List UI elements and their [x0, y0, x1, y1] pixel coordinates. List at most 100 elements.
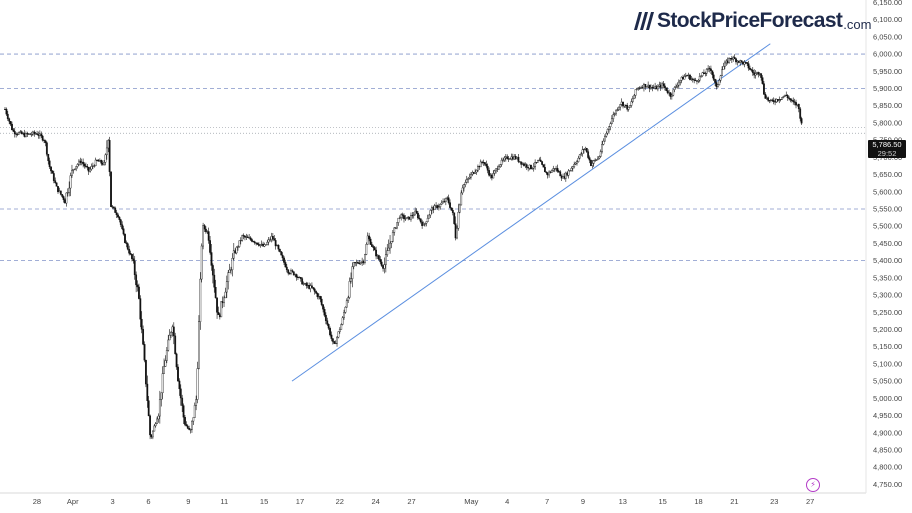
- candle-body: [237, 246, 239, 248]
- candle-body: [269, 239, 271, 241]
- candle-body: [198, 321, 200, 369]
- candle-body: [602, 140, 605, 145]
- candle-body: [698, 76, 701, 81]
- candle-body: [79, 160, 82, 163]
- candle-body: [146, 383, 149, 401]
- candle: [182, 403, 185, 425]
- candle: [497, 164, 500, 170]
- candle-body: [496, 168, 499, 170]
- candle-body: [592, 160, 595, 164]
- candle-body: [366, 235, 369, 245]
- candle-body: [719, 75, 722, 81]
- candle: [167, 334, 170, 352]
- candle: [733, 54, 736, 60]
- candle-body: [140, 318, 143, 330]
- candle-body: [686, 75, 689, 77]
- candle-body: [390, 241, 393, 244]
- candle-body: [308, 285, 311, 289]
- candle: [90, 163, 93, 171]
- candle-body: [573, 164, 576, 168]
- candle-body: [153, 425, 156, 432]
- candle: [792, 97, 795, 105]
- candle: [657, 84, 659, 92]
- candle-body: [680, 76, 683, 81]
- candle-body: [295, 274, 298, 278]
- candle-body: [422, 224, 425, 226]
- candle-body: [668, 92, 670, 94]
- candle-body: [710, 68, 712, 71]
- candle-body: [241, 235, 244, 241]
- candle: [313, 287, 316, 295]
- candle-body: [230, 269, 232, 271]
- candle: [185, 421, 188, 427]
- candle: [679, 79, 682, 86]
- candle-body: [421, 221, 424, 226]
- candle: [541, 160, 544, 166]
- candle-body: [460, 192, 463, 206]
- candle-body: [341, 317, 344, 325]
- candle: [25, 131, 27, 138]
- candle: [139, 295, 142, 328]
- candle-body: [610, 118, 613, 124]
- candle: [384, 247, 387, 273]
- candle-body: [550, 170, 553, 173]
- candle-body: [239, 240, 242, 242]
- candle: [357, 260, 359, 265]
- candle: [444, 197, 447, 206]
- candle-body: [597, 157, 599, 160]
- candle-body: [361, 260, 364, 263]
- candle: [202, 222, 205, 250]
- candle: [588, 155, 591, 164]
- candle-body: [157, 415, 160, 420]
- x-tick-label: May: [464, 497, 478, 506]
- candle-body: [292, 271, 295, 276]
- candle: [421, 219, 424, 229]
- candle: [601, 140, 604, 154]
- candle: [463, 183, 465, 192]
- candle-body: [347, 297, 350, 301]
- candle-body: [206, 231, 209, 233]
- candle-body: [474, 171, 477, 174]
- candle-body: [97, 160, 100, 162]
- candle-body: [705, 69, 708, 74]
- candle: [760, 73, 763, 81]
- candle-body: [570, 168, 573, 171]
- candle-body: [525, 164, 528, 168]
- candle: [220, 301, 223, 318]
- lightning-icon[interactable]: ⚡: [806, 478, 820, 492]
- candle: [754, 70, 757, 79]
- candle-body: [252, 241, 255, 243]
- candle-body: [147, 400, 150, 417]
- candle-body: [304, 283, 306, 285]
- candle: [108, 136, 111, 177]
- candle: [532, 162, 535, 172]
- candle-body: [168, 335, 171, 341]
- candle-body: [83, 163, 86, 167]
- candle-body: [191, 420, 193, 430]
- candle-body: [569, 170, 571, 172]
- candle-body: [178, 380, 181, 390]
- candle-body: [761, 77, 764, 84]
- candle: [54, 177, 57, 184]
- candle: [591, 159, 594, 169]
- candle-body: [557, 171, 560, 173]
- candle-body: [500, 159, 503, 165]
- candle-body: [675, 86, 677, 88]
- candle-body: [242, 235, 245, 237]
- candle: [697, 78, 700, 84]
- candle-body: [52, 173, 55, 181]
- candle: [415, 208, 418, 214]
- candle: [581, 146, 584, 157]
- candle-body: [65, 192, 68, 204]
- candle-body: [298, 277, 301, 279]
- candle-body: [623, 104, 626, 107]
- candle: [118, 216, 121, 223]
- candle: [503, 155, 506, 162]
- candle-body: [624, 104, 627, 106]
- candle-body: [673, 87, 676, 90]
- candle: [239, 237, 242, 245]
- candle-body: [333, 341, 336, 344]
- candle-body: [425, 221, 428, 224]
- candle: [475, 169, 478, 175]
